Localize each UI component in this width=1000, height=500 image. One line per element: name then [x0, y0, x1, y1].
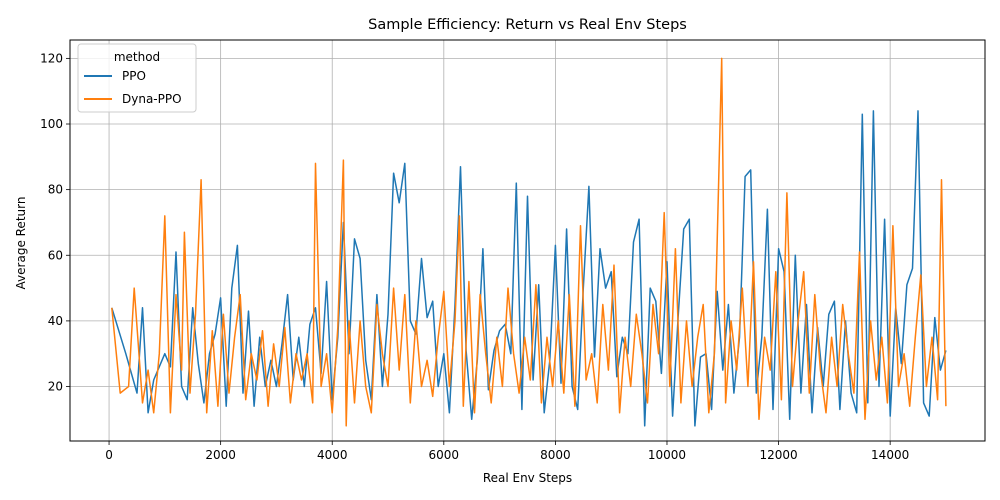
y-tick-label: 80	[48, 183, 63, 197]
x-tick-label: 4000	[317, 448, 348, 462]
x-tick-label: 10000	[648, 448, 686, 462]
chart-title: Sample Efficiency: Return vs Real Env St…	[368, 17, 687, 33]
legend-label-ppo: PPO	[122, 69, 146, 83]
x-tick-label: 12000	[759, 448, 797, 462]
x-axis: 0 2000 4000 6000 8000 10000 12000 14000	[105, 441, 909, 462]
legend-label-dyna-ppo: Dyna-PPO	[122, 92, 182, 106]
legend: method PPO Dyna-PPO	[77, 43, 197, 113]
x-tick-label: 14000	[871, 448, 909, 462]
y-tick-label: 40	[48, 314, 63, 328]
y-tick-label: 20	[48, 380, 63, 394]
legend-box	[77, 43, 197, 113]
x-tick-label: 6000	[429, 448, 460, 462]
series-layer	[111, 57, 947, 427]
series-line-dyna-ppo	[111, 57, 947, 427]
y-tick-label: 100	[40, 117, 63, 131]
plot-frame	[69, 39, 986, 442]
y-axis-title: Average Return	[14, 197, 28, 290]
grid	[70, 40, 985, 441]
x-tick-label: 0	[105, 448, 113, 462]
x-tick-label: 2000	[205, 448, 236, 462]
y-tick-label: 60	[48, 248, 63, 262]
legend-title: method	[114, 50, 160, 64]
y-tick-label: 120	[40, 51, 63, 65]
x-axis-title: Real Env Steps	[483, 471, 572, 485]
y-axis: 20 40 60 80 100 120	[40, 51, 70, 394]
x-tick-label: 8000	[540, 448, 571, 462]
